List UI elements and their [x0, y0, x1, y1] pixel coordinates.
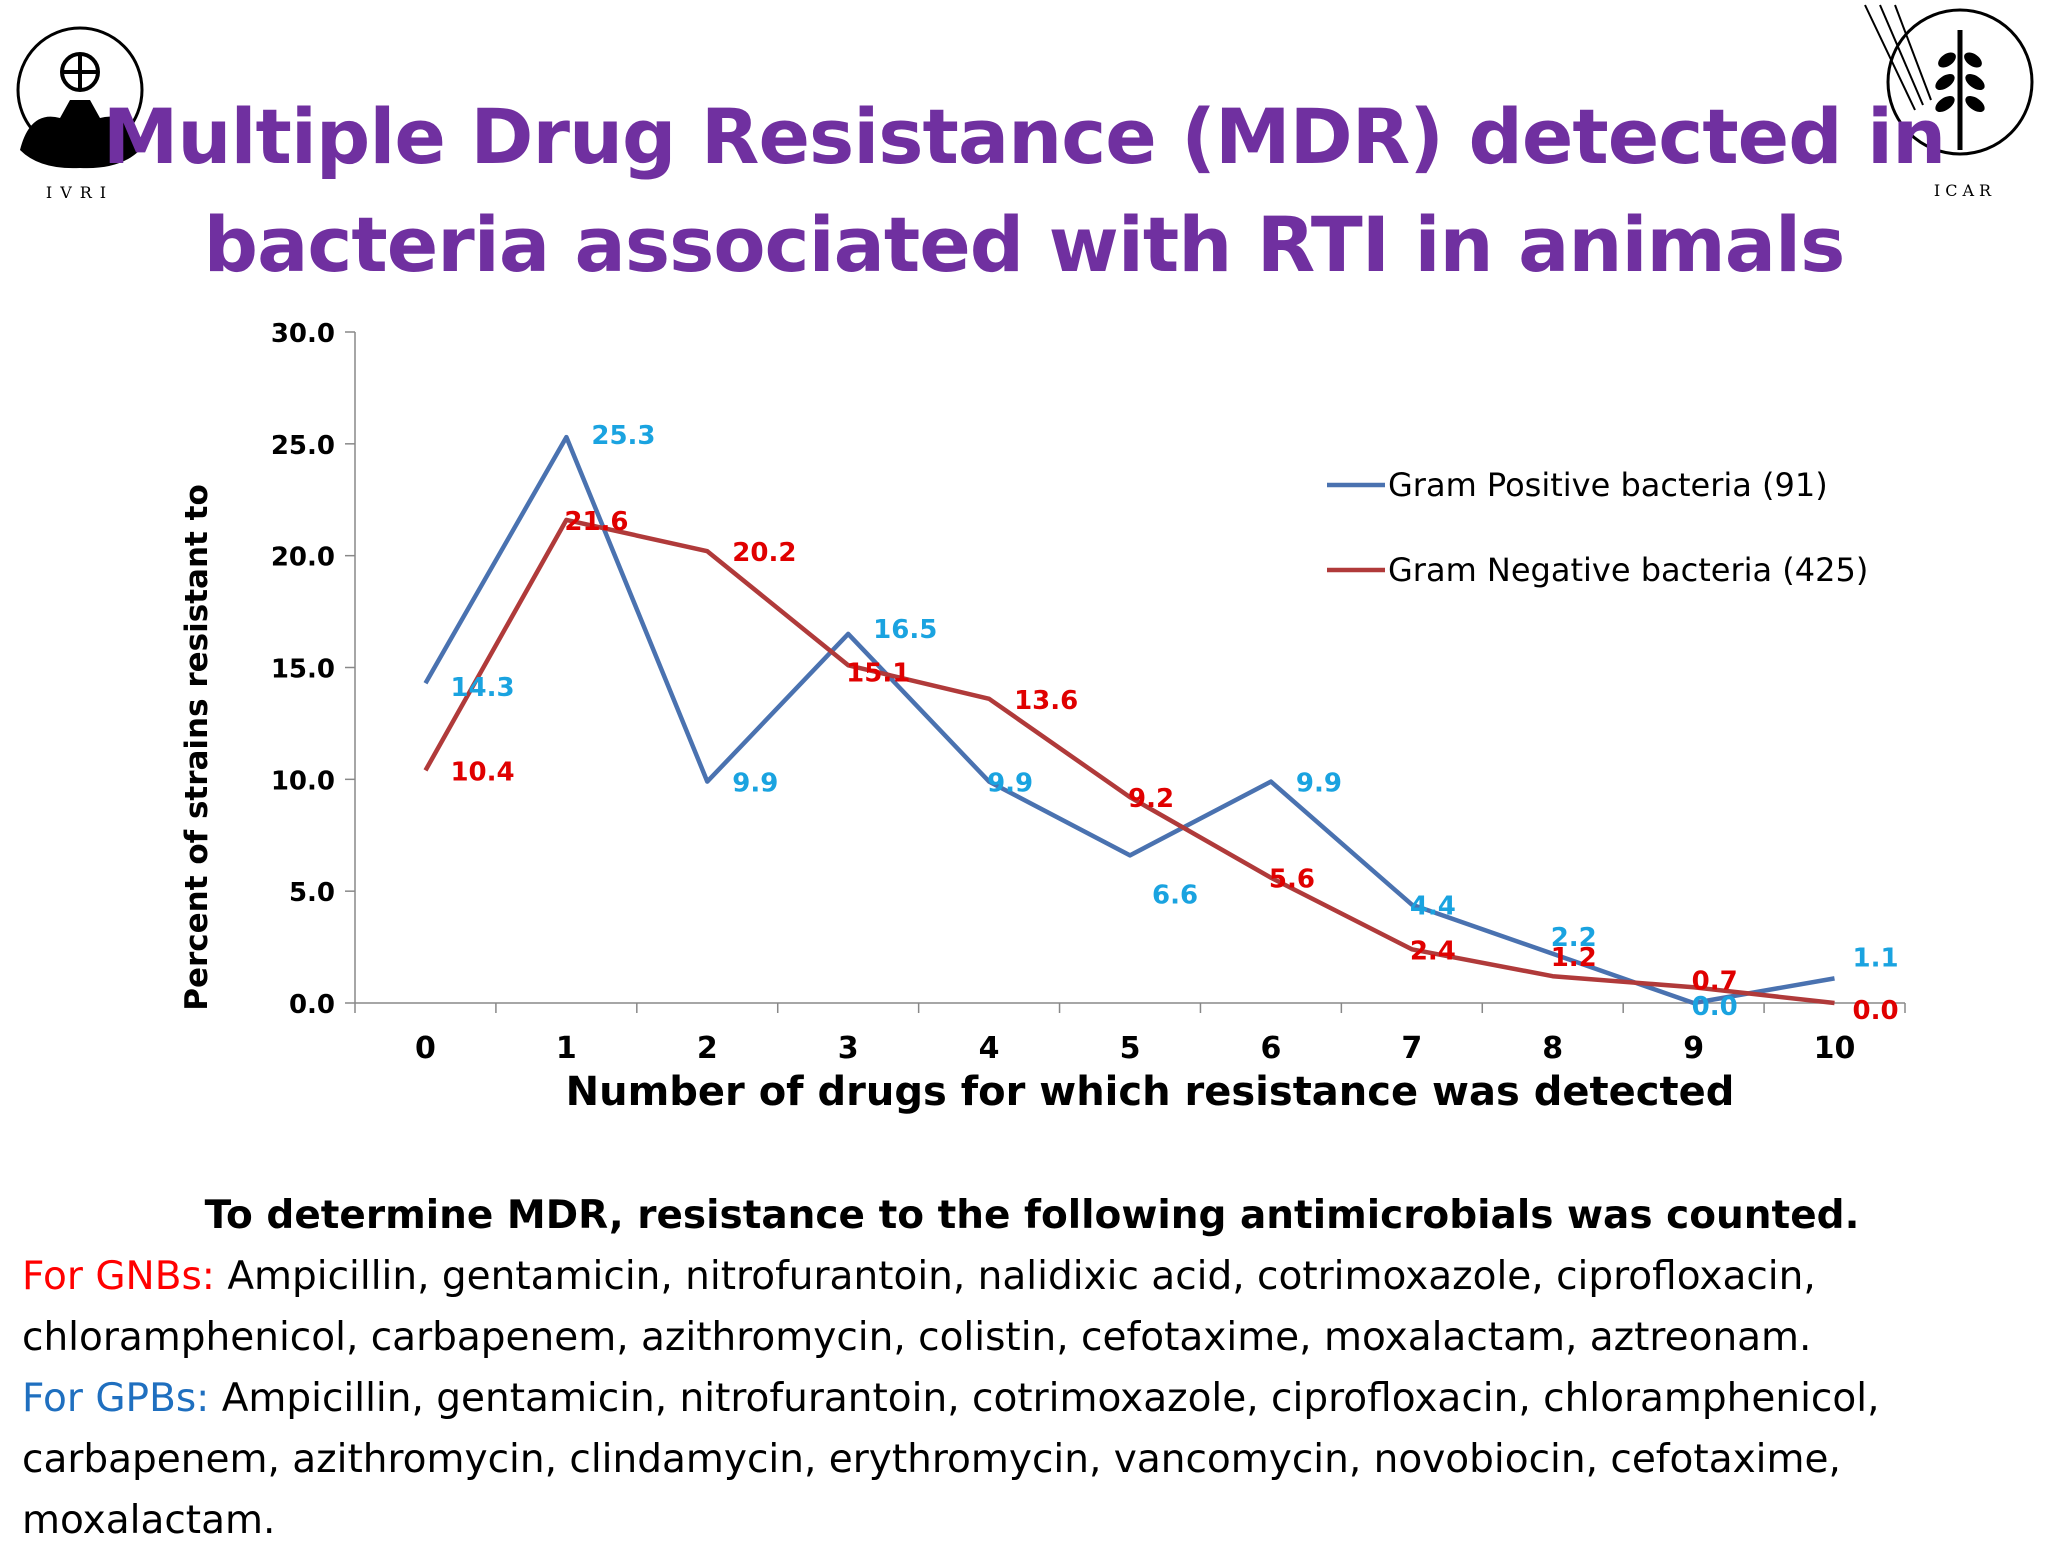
- gpb-drug-list: Ampicillin, gentamicin, nitrofurantoin, …: [22, 1376, 1880, 1543]
- y-tick-label: 5.0: [289, 878, 335, 908]
- gram-positive-data-label: 2.2: [1551, 923, 1597, 953]
- mdr-note: To determine MDR, resistance to the foll…: [22, 1185, 2042, 1551]
- gram-negative-data-label: 21.6: [564, 507, 628, 537]
- x-tick-label: 4: [979, 1031, 1000, 1066]
- x-tick-label: 10: [1814, 1031, 1856, 1066]
- gram-negative-data-label: 10.4: [450, 757, 514, 787]
- gram-negative-data-label: 1.2: [1551, 943, 1597, 973]
- legend-label-gram-positive: Gram Positive bacteria (91): [1388, 466, 1828, 504]
- gram-negative-data-label: 13.6: [1014, 686, 1078, 716]
- gram-positive-data-label: 16.5: [873, 615, 937, 645]
- gram-negative-series-line: [423, 517, 1835, 1006]
- y-tick-label: 0.0: [289, 990, 335, 1020]
- gram-positive-data-label: 9.9: [987, 769, 1033, 799]
- mdr-line-chart: 0.0 5.0 10.0 15.0 20.0 25.0 30.0 0 1 2 3 4 5 6 7 8 9 10 Nu…: [179, 319, 1906, 1115]
- note-heading: To determine MDR, resistance to the foll…: [204, 1193, 1860, 1238]
- note-gnb-paragraph: For GNBs: Ampicillin, gentamicin, nitrof…: [22, 1246, 2042, 1368]
- gram-positive-data-label: 6.6: [1152, 880, 1198, 910]
- gram-positive-data-label: 9.9: [1296, 769, 1342, 799]
- gram-positive-data-label: 1.1: [1853, 943, 1899, 973]
- gram-negative-data-label: 9.2: [1128, 784, 1174, 814]
- gnb-label: For GNBs:: [22, 1254, 215, 1299]
- gram-negative-data-label: 5.6: [1269, 865, 1315, 895]
- gpb-label: For GPBs:: [22, 1376, 210, 1421]
- ivri-logo-text: IVRI: [46, 183, 114, 202]
- slide-title-line-1: Multiple Drug Resistance (MDR) detected …: [102, 92, 1946, 181]
- slide-title-line-2: bacteria associated with RTI in animals: [203, 200, 1846, 289]
- x-tick-label: 8: [1542, 1031, 1563, 1066]
- gram-negative-data-label: 2.4: [1410, 936, 1456, 966]
- gram-positive-data-label: 4.4: [1410, 892, 1456, 922]
- gram-positive-series-line: [423, 434, 1835, 1006]
- y-tick-label: 30.0: [271, 319, 335, 349]
- x-tick-label: 6: [1260, 1031, 1281, 1066]
- icar-logo: ICAR: [1864, 4, 2034, 200]
- gram-positive-data-label: 9.9: [732, 769, 778, 799]
- x-tick-label: 7: [1401, 1031, 1422, 1066]
- x-tick-label: 1: [556, 1031, 577, 1066]
- gram-positive-data-label: 25.3: [591, 421, 655, 451]
- gram-negative-data-label: 15.1: [846, 658, 910, 688]
- gnb-drug-list: Ampicillin, gentamicin, nitrofurantoin, …: [22, 1254, 1816, 1360]
- y-tick-label: 10.0: [271, 766, 335, 796]
- gram-negative-data-label: 0.0: [1853, 996, 1899, 1026]
- x-tick-label: 5: [1120, 1031, 1141, 1066]
- gram-positive-data-label: 14.3: [450, 673, 514, 703]
- x-axis-title: Number of drugs for which resistance was…: [566, 1069, 1735, 1115]
- gram-negative-data-label: 0.7: [1692, 966, 1738, 996]
- x-tick-label: 0: [415, 1031, 436, 1066]
- y-tick-label: 15.0: [271, 655, 335, 685]
- x-tick-label: 9: [1683, 1031, 1704, 1066]
- x-tick-label: 2: [697, 1031, 718, 1066]
- y-tick-label: 20.0: [271, 543, 335, 573]
- gram-positive-data-label: 0.0: [1692, 992, 1738, 1022]
- gram-negative-data-label: 20.2: [732, 538, 796, 568]
- x-tick-label: 3: [838, 1031, 859, 1066]
- icar-logo-text: ICAR: [1934, 181, 1996, 200]
- ivri-logo: IVRI: [16, 26, 144, 202]
- note-gpb-paragraph: For GPBs: Ampicillin, gentamicin, nitrof…: [22, 1368, 2042, 1551]
- y-axis-title: Percent of strains resistant to: [179, 484, 215, 1011]
- legend-label-gram-negative: Gram Negative bacteria (425): [1388, 551, 1868, 589]
- y-tick-label: 25.0: [271, 431, 335, 461]
